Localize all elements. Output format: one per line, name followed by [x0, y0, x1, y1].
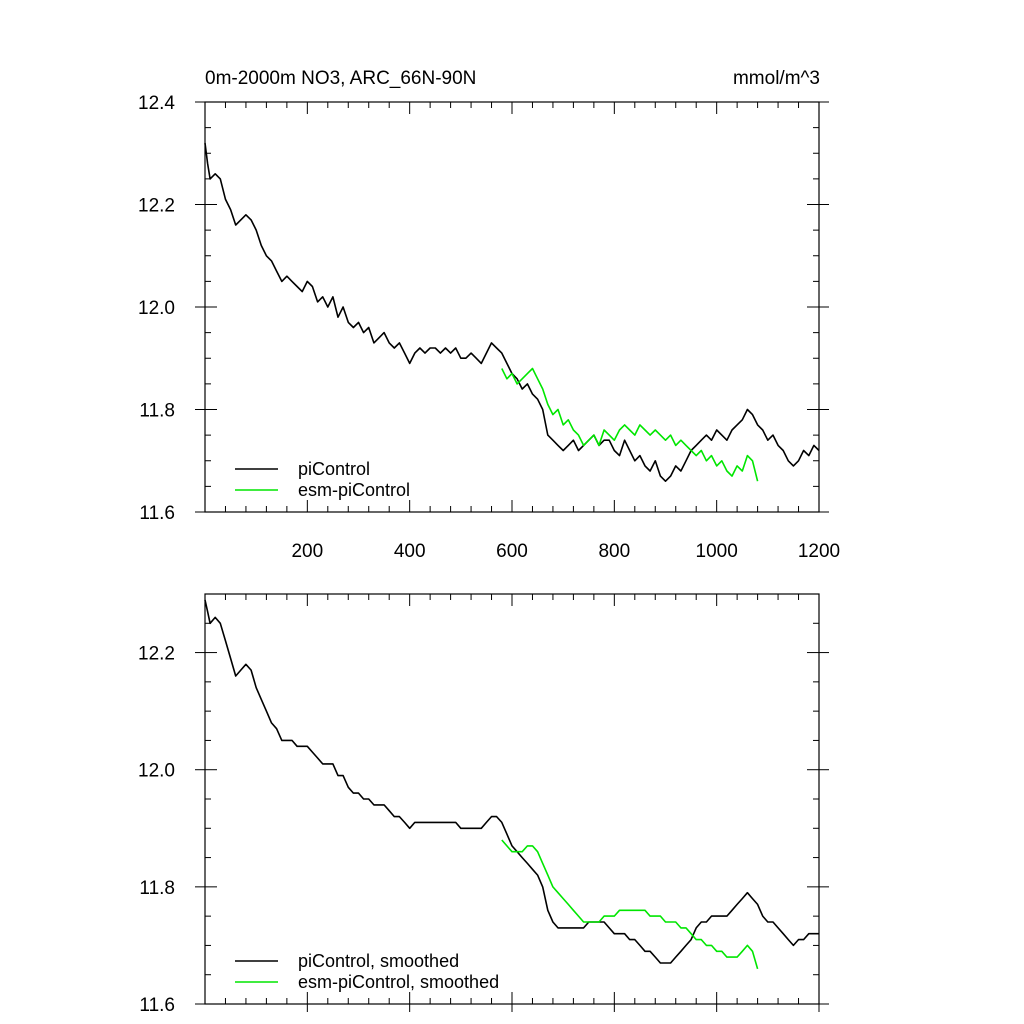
x-tick-label: 400	[394, 541, 426, 562]
bottom-chart-ticks: 11.6 11.8 12.0 12.2	[138, 593, 829, 1016]
y-tick-label: 12.0	[138, 761, 175, 782]
series-line-esm-picontrol	[501, 367, 759, 482]
top-legend: piControl esm-piControl	[235, 459, 410, 500]
bottom-plot-frame	[204, 593, 820, 1005]
series-line-picontrol-smoothed	[204, 599, 819, 964]
x-tick-label: 200	[291, 541, 323, 562]
top-chart-series	[204, 142, 820, 483]
legend-label-esm-picontrol-smoothed: esm-piControl, smoothed	[298, 972, 499, 992]
y-tick-label: 12.2	[138, 644, 175, 665]
y-tick-label: 12.2	[138, 196, 175, 217]
legend-label-picontrol: piControl	[298, 459, 370, 479]
x-tick-label: 800	[598, 541, 630, 562]
top-chart-panel: 0m-2000m NO3, ARC_66N-90N mmol/m^3 200 40…	[138, 68, 840, 562]
y-tick-label: 11.8	[139, 401, 175, 422]
bottom-chart-series	[204, 599, 819, 970]
x-tick-label: 1200	[798, 541, 840, 562]
chart-title: 0m-2000m NO3, ARC_66N-90N	[205, 68, 476, 89]
top-chart-ticks: 200 400 600 800 1000 1200 11.6 11.8 12.0 12.2 12.4	[138, 93, 840, 562]
units-label: mmol/m^3	[733, 68, 820, 89]
series-line-esm-picontrol-smoothed	[501, 839, 759, 970]
bottom-legend: piControl, smoothed esm-piControl, smoot…	[235, 951, 499, 992]
y-tick-label: 11.6	[139, 503, 175, 524]
x-tick-label: 1000	[696, 541, 738, 562]
y-tick-label: 12.4	[138, 93, 175, 114]
top-plot-frame	[204, 101, 820, 513]
legend-label-esm-picontrol: esm-piControl	[298, 480, 410, 500]
legend-label-picontrol-smoothed: piControl, smoothed	[298, 951, 459, 971]
y-tick-label: 12.0	[138, 298, 175, 319]
bottom-chart-panel: 11.6 11.8 12.0 12.2 piControl, smoothed esm…	[138, 593, 829, 1016]
series-line-picontrol	[204, 142, 820, 483]
y-tick-label: 11.6	[139, 995, 175, 1016]
y-tick-label: 11.8	[139, 878, 175, 899]
x-tick-label: 600	[496, 541, 528, 562]
